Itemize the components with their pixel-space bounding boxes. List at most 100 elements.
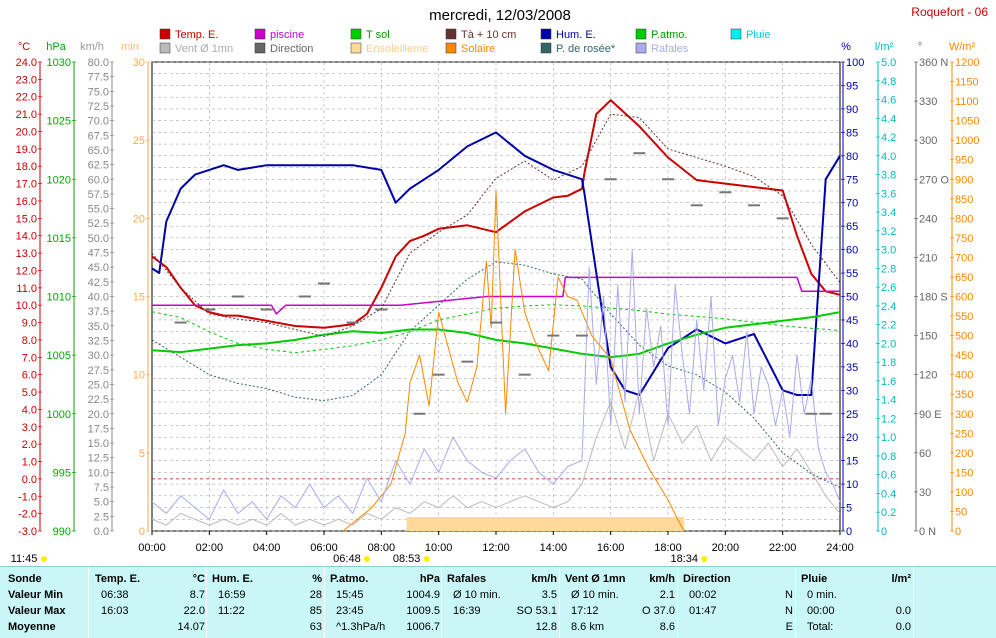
max-time-0: 16:03 (101, 605, 129, 617)
tick-label-rain: 1.2 (881, 413, 896, 425)
series-line-p-de-ros-e- (151, 261, 841, 489)
avg-label-2: ^1.3hPa/h (336, 621, 386, 633)
min-time-3: Ø 10 min. (453, 589, 501, 601)
tick-label-rain: 3.8 (881, 170, 896, 182)
tick-label-wind: 42.5 (88, 277, 109, 289)
direction-dot-4 (298, 295, 311, 298)
tick-label-wind: 45.0 (88, 262, 109, 274)
tick-label-hum: 80 (846, 151, 858, 163)
tick-label-solar: 100 (955, 487, 973, 499)
tick-label-sun: 0 (139, 526, 145, 538)
legend-swatch-2 (350, 28, 362, 40)
col-unit-3: km/h (531, 573, 557, 585)
direction-dot-15 (604, 178, 617, 181)
x-tick-label-1: 02:00 (196, 542, 224, 554)
legend-label-11: P. de rosée* (556, 43, 616, 55)
legend-swatch-4 (540, 28, 552, 40)
min-time-5: 00:02 (689, 589, 717, 601)
avg-val-1: 63 (309, 621, 322, 633)
avg-val-2: 1006.7 (406, 621, 440, 633)
direction-dot-3 (260, 308, 273, 311)
tick-label-sun: 10 (133, 370, 145, 382)
tick-label-hum: 100 (846, 57, 864, 69)
tick-label-rain: 1.6 (881, 376, 896, 388)
tick-label-temp: 10.0 (16, 300, 37, 312)
min-time-1: 16:59 (218, 589, 246, 601)
legend-label-2: T sol (366, 29, 390, 41)
unit-press: hPa (46, 41, 66, 53)
x-tick-label-9: 18:00 (654, 542, 682, 554)
max-val-1: 85 (309, 605, 322, 617)
unit-hum: % (841, 41, 851, 53)
series-line-p-atmo- (151, 304, 841, 354)
legend: Temp. E. piscine T sol Tà + 10 cm Hum. E. P.a… (159, 28, 770, 55)
tick-label-solar: 900 (955, 174, 973, 186)
max-val-3: SO 53.1 (516, 605, 557, 617)
tick-label-temp: 14.0 (16, 231, 37, 243)
tick-label-dir: 30 (919, 487, 931, 499)
tick-label-solar: 400 (955, 370, 973, 382)
tick-label-wind: 75.0 (88, 86, 109, 98)
max-time-5: 01:47 (689, 605, 717, 617)
tick-label-wind: 55.0 (88, 204, 109, 216)
tick-label-temp: 18.0 (16, 161, 37, 173)
direction-dot-6 (346, 321, 359, 324)
tick-label-rain: 4.2 (881, 132, 896, 144)
tick-label-wind: 35.0 (88, 321, 109, 333)
tick-label-sun: 15 (133, 292, 145, 304)
max-time-4: 17:12 (571, 605, 599, 617)
legend-swatch-1 (254, 28, 266, 40)
tick-label-hum: 90 (846, 104, 858, 116)
tick-label-wind: 27.5 (88, 365, 109, 377)
legend-label-4: Hum. E. (556, 29, 596, 41)
tick-label-solar: 500 (955, 331, 973, 343)
tick-label-rain: 4.0 (881, 151, 896, 163)
series-line-temp-e- (151, 99, 841, 329)
tick-label-hum: 35 (846, 362, 858, 374)
tick-label-hum: 25 (846, 409, 858, 421)
tick-label-rain: 3.6 (881, 188, 896, 200)
tick-label-hum: 75 (846, 174, 858, 186)
unit-sun: min (121, 41, 139, 53)
x-tick-label-6: 12:00 (482, 542, 510, 554)
tick-label-wind: 15.0 (88, 438, 109, 450)
tick-label-temp: -2.0 (18, 509, 37, 521)
station-name: Roquefort - 06 (911, 5, 988, 19)
tick-label-temp: 9.0 (22, 318, 37, 330)
tick-label-press: 1030 (47, 57, 71, 69)
tick-label-dir: 120 (919, 370, 937, 382)
tick-label-rain: 2.4 (881, 301, 896, 313)
plot-area (151, 99, 841, 532)
legend-swatch-6 (730, 28, 742, 40)
tick-label-temp: 2.0 (22, 439, 37, 451)
x-tick-label-11: 22:00 (769, 542, 797, 554)
series-line-t-sol (151, 311, 841, 359)
tick-label-solar: 700 (955, 252, 973, 264)
tick-label-wind: 47.5 (88, 248, 109, 260)
tick-label-hum: 0 (846, 526, 852, 538)
direction-dot-5 (318, 282, 330, 285)
series-line-hum-e- (151, 131, 841, 396)
tick-label-solar: 50 (955, 506, 967, 518)
legend-swatch-11 (540, 42, 552, 54)
tick-label-temp: 1.0 (22, 457, 37, 469)
avg-val-3: 12.8 (535, 621, 557, 633)
col-head-4: Vent Ø 1mn (565, 573, 626, 585)
min-val-1: 28 (309, 589, 322, 601)
tick-label-rain: 0.8 (881, 451, 896, 463)
tick-label-solar: 300 (955, 409, 973, 421)
direction-dot-0 (174, 321, 187, 324)
tick-label-dir: 240 (919, 213, 937, 225)
tick-label-temp: -1.0 (18, 491, 37, 503)
tick-label-dir: 90 E (919, 409, 942, 421)
tick-label-rain: 4.6 (881, 95, 896, 107)
legend-label-3: Tà + 10 cm (461, 29, 516, 41)
tick-label-hum: 20 (846, 432, 858, 444)
max-time-6: 00:00 (807, 605, 835, 617)
sun-marker-1 (363, 556, 370, 562)
direction-dot-21 (776, 217, 789, 220)
statistics-table: Sonde Valeur Min Valeur Max Moyenne Temp. E.… (0, 566, 996, 638)
tick-label-rain: 2.0 (881, 338, 896, 350)
tick-label-press: 1000 (47, 409, 71, 421)
col-head-1: Hum. E. (212, 573, 253, 585)
